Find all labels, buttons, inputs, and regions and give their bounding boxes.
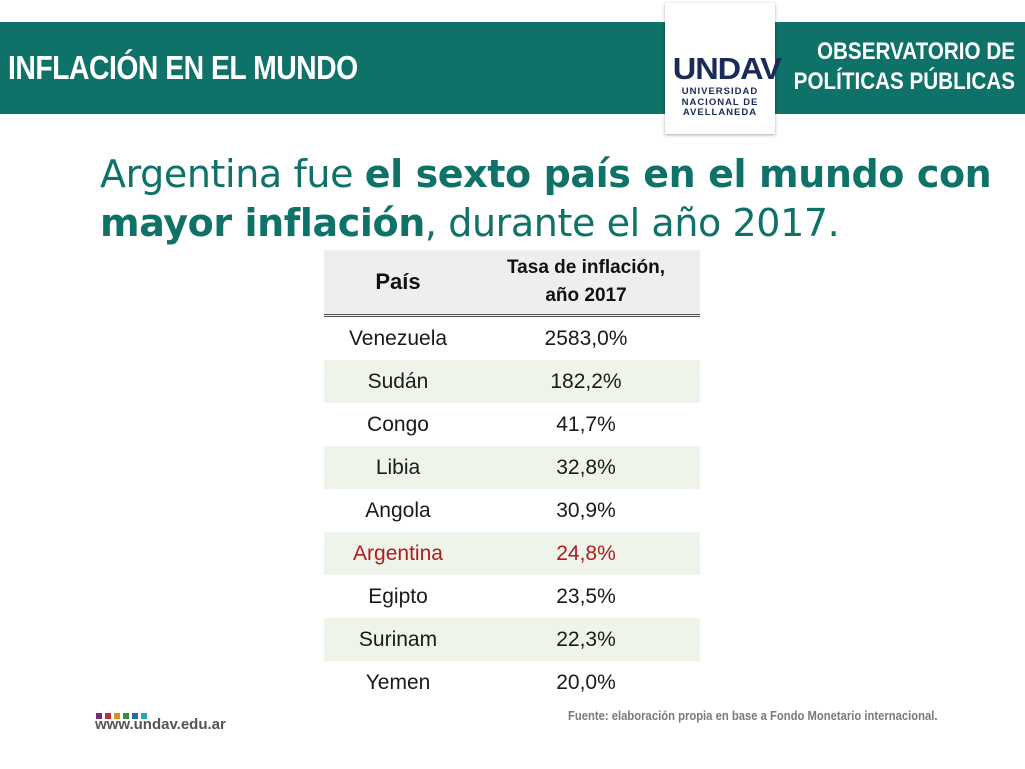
table-row: Congo 41,7% xyxy=(324,403,700,446)
table-row: Libia 32,8% xyxy=(324,446,700,489)
logo-mark: UNDAV xyxy=(672,51,782,86)
brand-square xyxy=(132,713,138,719)
rate-cell: 2583,0% xyxy=(544,326,628,350)
inflation-table: País Tasa de inflación, año 2017 Venezue… xyxy=(324,250,700,704)
brand-square xyxy=(96,713,102,719)
rate-cell: 24,8% xyxy=(472,532,700,575)
header-bar: INFLACIÓN EN EL MUNDO OBSERVATORIO DE PO… xyxy=(0,22,1025,114)
country-cell: Libia xyxy=(324,446,472,489)
country-cell: Argentina xyxy=(324,532,472,575)
country-cell: Venezuela xyxy=(348,326,448,350)
brand-square xyxy=(105,713,111,719)
header-rate-line1: Tasa de inflación, xyxy=(506,257,666,278)
brand-square xyxy=(123,713,129,719)
brand-squares xyxy=(96,706,150,719)
table-header-row: País Tasa de inflación, año 2017 xyxy=(324,250,700,317)
country-cell: Yemen xyxy=(365,670,431,694)
logo-text: UNIVERSIDAD NACIONAL DE AVELLANEDA xyxy=(673,86,767,119)
rate-cell: 30,9% xyxy=(556,498,616,522)
rate-cell: 22,3% xyxy=(472,618,700,661)
observatorio-line1: OBSERVATORIO DE xyxy=(816,38,1015,65)
undav-logo: UNDAV UNIVERSIDAD NACIONAL DE AVELLANEDA xyxy=(665,3,782,134)
table-row: Egipto 23,5% xyxy=(324,575,700,618)
table-body: Venezuela 2583,0% Sudán 182,2% Congo 41,7% Lib… xyxy=(324,316,700,705)
country-cell: Surinam xyxy=(324,618,472,661)
footer-url: www.undav.edu.ar xyxy=(95,716,226,733)
observatorio-line2: POLÍTICAS PÚBLICAS xyxy=(793,68,1015,95)
brand-square xyxy=(114,713,120,719)
header-rate-line2: año 2017 xyxy=(545,285,627,306)
country-cell: Congo xyxy=(367,412,429,436)
header-rate: Tasa de inflación, año 2017 xyxy=(472,250,700,317)
country-cell: Angola xyxy=(365,498,431,522)
logo-line1: UNIVERSIDAD xyxy=(681,86,759,97)
table-row: Yemen 20,0% xyxy=(324,661,700,704)
rate-cell: 32,8% xyxy=(472,446,700,489)
page-title: INFLACIÓN EN EL MUNDO xyxy=(8,49,358,86)
rate-cell: 182,2% xyxy=(472,360,700,403)
brand-square xyxy=(141,713,147,719)
rate-cell: 23,5% xyxy=(556,584,616,608)
headline-part3: , durante el año 2017. xyxy=(424,201,840,245)
table-row: Venezuela 2583,0% xyxy=(324,316,700,361)
table-row: Argentina 24,8% xyxy=(324,532,700,575)
table-row: Angola 30,9% xyxy=(324,489,700,532)
headline-part1: Argentina fue xyxy=(100,152,365,196)
table-row: Surinam 22,3% xyxy=(324,618,700,661)
logo-line3: AVELLANEDA xyxy=(682,107,758,118)
country-cell: Egipto xyxy=(368,584,428,608)
headline-part2: el sexto país en el mundo con mayor infl… xyxy=(100,152,992,245)
headline: Argentina fue el sexto país en el mundo … xyxy=(100,150,1000,248)
logo-line2: NACIONAL DE xyxy=(681,96,759,108)
header-country: País xyxy=(324,250,472,317)
country-cell: Sudán xyxy=(324,360,472,403)
rate-cell: 41,7% xyxy=(556,412,616,436)
source-note: Fuente: elaboración propia en base a Fon… xyxy=(567,709,937,723)
observatorio-label: OBSERVATORIO DE POLÍTICAS PÚBLICAS xyxy=(791,37,1015,97)
rate-cell: 20,0% xyxy=(556,670,616,694)
table-row: Sudán 182,2% xyxy=(324,360,700,403)
